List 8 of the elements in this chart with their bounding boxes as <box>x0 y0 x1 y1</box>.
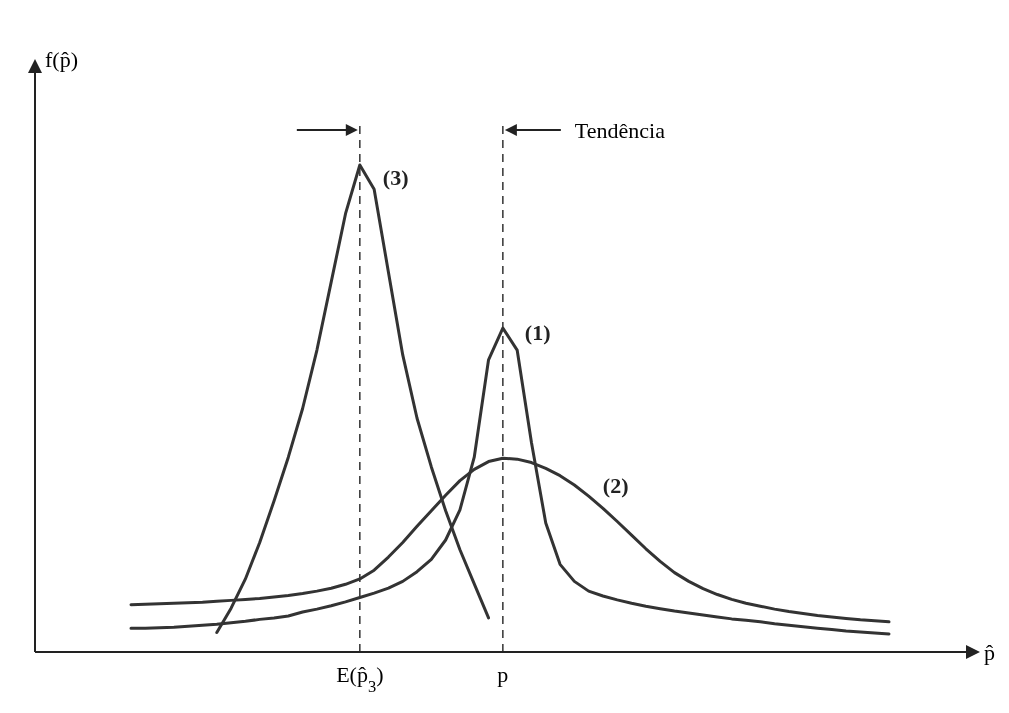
series-label: (1) <box>524 320 551 346</box>
series-label: (3) <box>382 165 409 190</box>
x-axis-title: p̂ <box>984 640 995 665</box>
text: Tendência <box>574 118 666 143</box>
series-label: (2) <box>602 473 629 499</box>
x-tick-label: p <box>497 662 509 687</box>
x-tick-label: E(p̂$_{3}$) <box>336 662 384 696</box>
y-axis-title: f(p̂) <box>45 47 78 72</box>
